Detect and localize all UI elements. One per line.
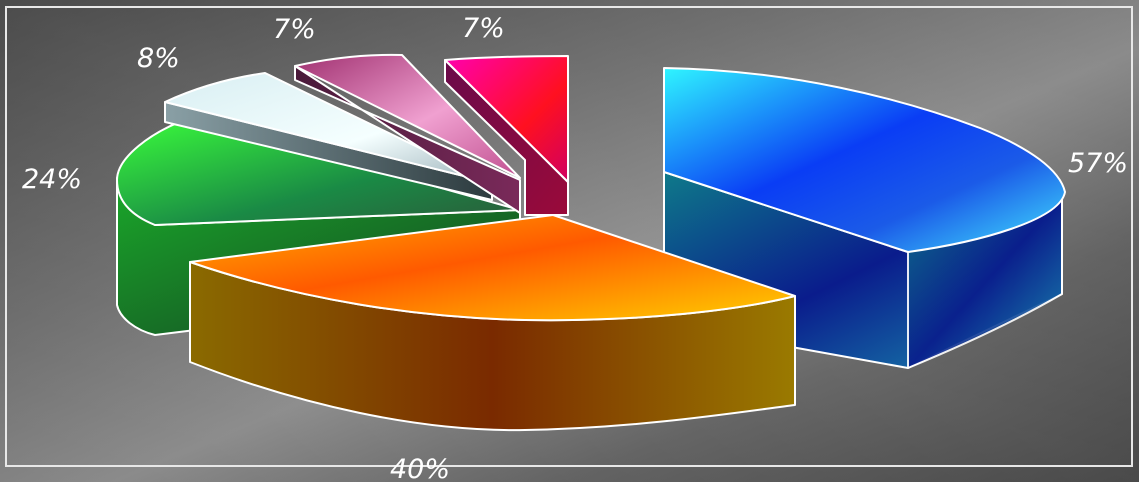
data-label-slice-2: 40% [390, 454, 450, 482]
pie-slice-6-top [444, 55, 569, 183]
chart-frame [5, 6, 1133, 467]
data-label-slice-4: 8% [137, 43, 180, 74]
pie-slice-4-top [164, 72, 493, 184]
data-label-slice-6: 7% [462, 13, 505, 44]
pie-slice-5 [294, 53, 521, 214]
data-label-slice-3: 24% [22, 164, 82, 195]
pie-slice-5-top [294, 53, 521, 179]
pie-slice-5-side [294, 65, 521, 214]
pie-slice-4 [164, 72, 493, 201]
pie-slice-2-top [189, 214, 796, 322]
pie-slice-6 [444, 55, 569, 216]
pie-slice-2 [189, 214, 796, 432]
pie-slice-1 [663, 67, 1066, 369]
data-label-slice-5: 7% [273, 14, 316, 45]
pie-slice-3-top [116, 117, 521, 226]
data-label-slice-1: 57% [1068, 148, 1128, 179]
pie-slice-1-top [663, 67, 1066, 253]
slice-labels: 57% 40% 24% 8% 7% 7% [22, 13, 1128, 482]
